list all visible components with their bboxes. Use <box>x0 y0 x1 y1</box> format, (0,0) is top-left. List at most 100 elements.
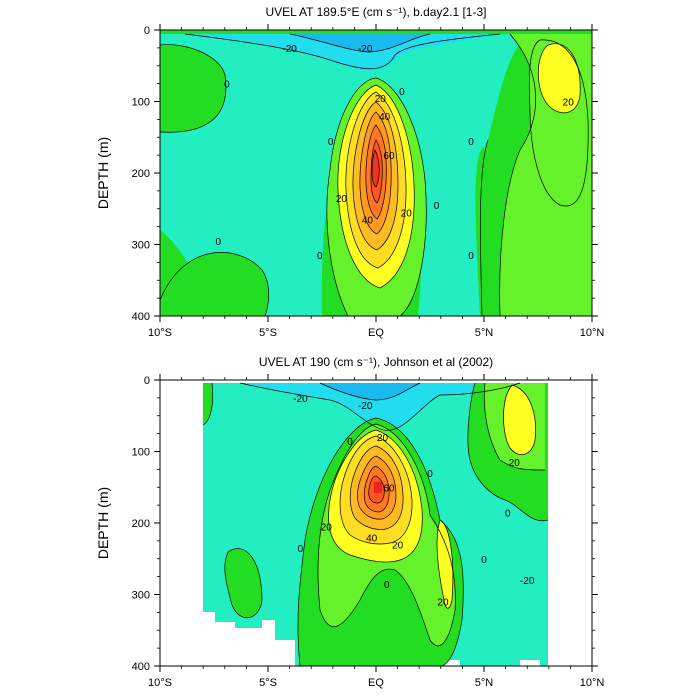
svg-text:0: 0 <box>399 87 405 98</box>
y-tick-label: 200 <box>132 168 150 180</box>
contour-fill-sub-yellow <box>437 520 453 609</box>
contour-plot-area: -20 -20 0 20 0 60 20 40 20 0 0 0 20 0 20 -20 <box>160 380 592 666</box>
x-tick-label: 10°N <box>580 677 605 689</box>
svg-text:0: 0 <box>317 251 323 262</box>
y-tick-label: 400 <box>132 311 150 323</box>
contour-label: 20 <box>401 208 413 219</box>
y-axis-label: DEPTH (m) <box>95 137 111 209</box>
svg-text:0: 0 <box>224 80 230 91</box>
y-axis-label: DEPTH (m) <box>95 487 111 559</box>
contour-label: 60 <box>383 483 395 494</box>
x-tick-label: 10°N <box>580 327 605 339</box>
contour-fill-sw-lobe <box>160 252 269 316</box>
svg-text:0: 0 <box>481 555 487 566</box>
contour-label: 0 <box>427 469 433 480</box>
svg-text:40: 40 <box>366 533 378 544</box>
contour-label: 0 <box>384 580 390 591</box>
svg-text:0: 0 <box>468 251 474 262</box>
x-tick-label: EQ <box>368 327 384 339</box>
y-tick-label: 100 <box>132 97 150 109</box>
contour-fill-north-yellow <box>503 385 536 455</box>
svg-text:20: 20 <box>401 208 413 219</box>
contour-label: 20 <box>509 458 521 469</box>
contour-label: 0 <box>328 137 334 148</box>
contour-label: 20 <box>377 433 389 444</box>
panel-title: UVEL AT 190 (cm s⁻¹), Johnson et al (200… <box>259 355 493 369</box>
contour-label: 0 <box>298 544 304 555</box>
svg-text:-20: -20 <box>520 576 535 587</box>
x-tick-label: 10°S <box>148 677 172 689</box>
contour-label: 20 <box>563 98 575 109</box>
svg-text:20: 20 <box>509 458 521 469</box>
x-tick-label: 10°S <box>148 327 172 339</box>
contour-label: 20 <box>336 194 348 205</box>
contour-label: 0 <box>505 508 511 519</box>
svg-text:-20: -20 <box>282 44 297 55</box>
svg-text:0: 0 <box>505 508 511 519</box>
contour-label: -20 <box>520 576 535 587</box>
svg-text:0: 0 <box>347 437 353 448</box>
contour-label: -20 <box>293 394 308 405</box>
svg-text:-20: -20 <box>293 394 308 405</box>
contour-fill-euc-80 <box>374 482 382 493</box>
contour-fill-neg20 <box>240 383 520 431</box>
contour-label: 0 <box>434 201 440 212</box>
x-tick-label: 5°N <box>475 327 494 339</box>
svg-text:20: 20 <box>437 598 449 609</box>
y-tick-label: 0 <box>144 25 150 37</box>
panel-title: UVEL AT 189.5°E (cm s⁻¹), b.day2.1 [1-3] <box>265 5 486 19</box>
svg-text:20: 20 <box>321 523 333 534</box>
svg-text:40: 40 <box>362 215 374 226</box>
contour-plot-area: -20 -20 0 0 0 0 20 40 60 20 40 20 0 0 0 0 20 <box>160 30 592 316</box>
contour-label: 20 <box>437 598 449 609</box>
svg-text:0: 0 <box>468 137 474 148</box>
svg-text:0: 0 <box>328 137 334 148</box>
contour-label: 0 <box>347 437 353 448</box>
svg-text:-20: -20 <box>358 401 373 412</box>
y-tick-label: 300 <box>132 590 150 602</box>
panel-model: UVEL AT 189.5°E (cm s⁻¹), b.day2.1 [1-3] <box>95 5 604 339</box>
svg-text:20: 20 <box>563 98 575 109</box>
y-tick-label: 400 <box>132 661 150 673</box>
x-tick-label: 5°N <box>475 677 494 689</box>
contour-label: 0 <box>224 80 230 91</box>
panel-observations: UVEL AT 190 (cm s⁻¹), Johnson et al (200… <box>95 355 604 689</box>
x-tick-label: EQ <box>368 677 384 689</box>
svg-text:60: 60 <box>383 483 395 494</box>
x-tick-label: 5°S <box>259 677 277 689</box>
svg-text:20: 20 <box>377 433 389 444</box>
contour-fill-euc-70 <box>372 150 380 187</box>
contour-label: 0 <box>317 251 323 262</box>
svg-text:60: 60 <box>383 151 395 162</box>
svg-text:20: 20 <box>375 94 387 105</box>
contour-label: 20 <box>375 94 387 105</box>
svg-text:0: 0 <box>427 469 433 480</box>
y-tick-label: 300 <box>132 240 150 252</box>
contour-fill-neg10 <box>160 34 592 316</box>
contour-label: 0 <box>468 137 474 148</box>
contour-fill-west-green <box>203 383 213 425</box>
contour-label: -20 <box>358 401 373 412</box>
y-tick-label: 100 <box>132 447 150 459</box>
y-tick-label: 200 <box>132 518 150 530</box>
x-tick-label: 5°S <box>259 327 277 339</box>
contour-label: 40 <box>379 112 391 123</box>
svg-text:0: 0 <box>384 580 390 591</box>
contour-label: 20 <box>321 523 333 534</box>
svg-text:0: 0 <box>298 544 304 555</box>
contour-fill-north-yellow <box>538 43 581 113</box>
contour-label: 40 <box>362 215 374 226</box>
contour-labels: -20 -20 0 20 0 60 20 40 20 0 0 0 20 0 20 -20 <box>293 394 535 609</box>
contour-lines <box>160 33 589 316</box>
contour-label: 20 <box>392 540 404 551</box>
contour-fill-neg20 <box>185 34 500 71</box>
contour-label: -20 <box>358 44 373 55</box>
contour-label: 60 <box>383 151 395 162</box>
contour-label: 0 <box>399 87 405 98</box>
svg-text:0: 0 <box>216 237 222 248</box>
y-tick-label: 0 <box>144 375 150 387</box>
contour-label: 0 <box>468 251 474 262</box>
